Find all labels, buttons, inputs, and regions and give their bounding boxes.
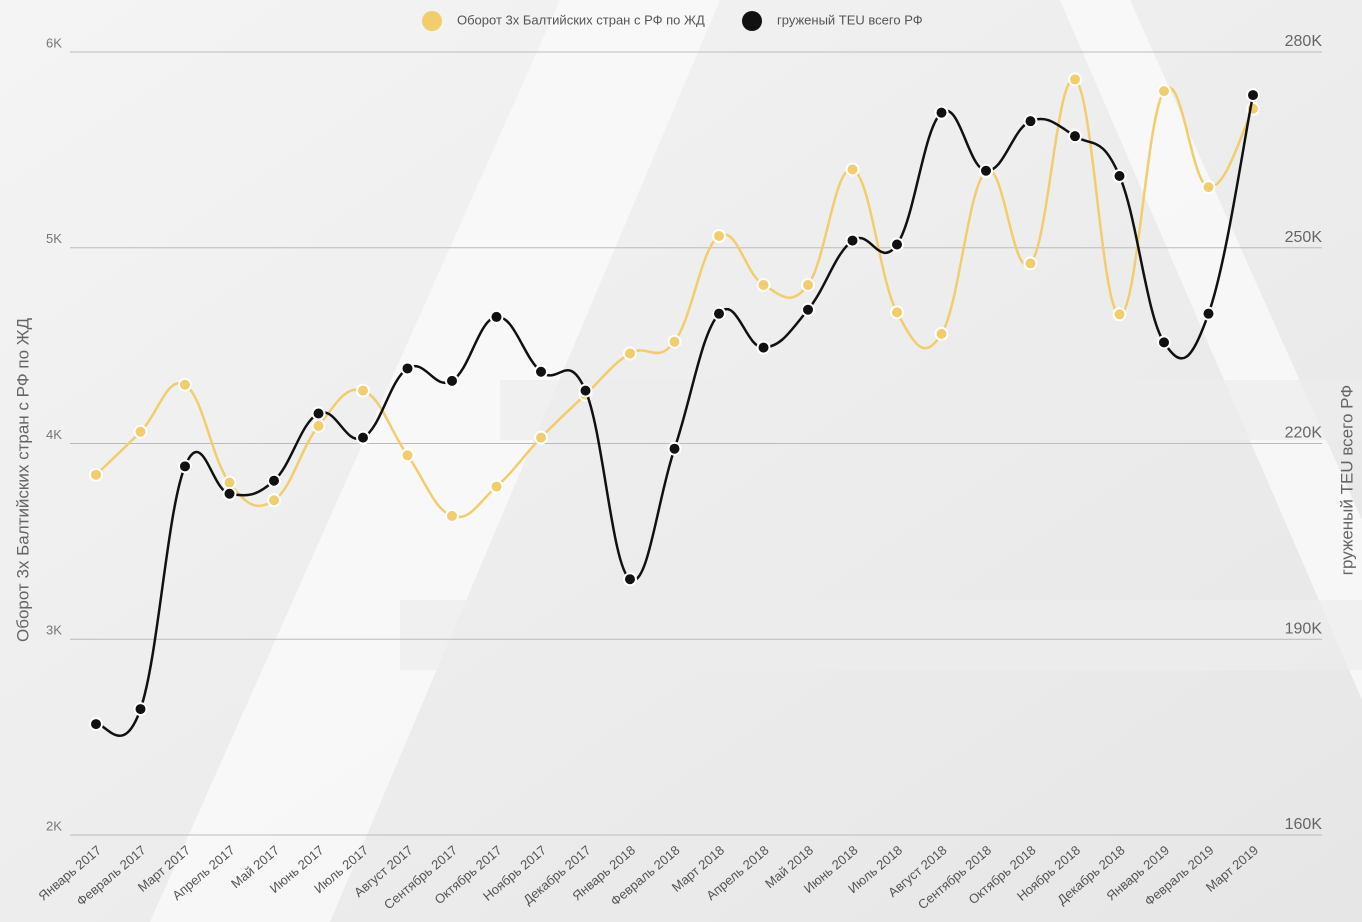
legend-label: Оборот 3х Балтийских стран с РФ по ЖД (457, 12, 705, 27)
data-point (89, 717, 103, 732)
y2-tick-label: 220K (1285, 425, 1323, 442)
data-point (311, 418, 326, 433)
y2-tick-label: 160K (1285, 816, 1323, 833)
data-point (979, 163, 993, 178)
data-point (267, 473, 281, 488)
data-point (222, 486, 237, 501)
y-tick-label: 4K (46, 427, 62, 442)
data-point (1112, 307, 1127, 322)
data-point (445, 373, 459, 388)
data-point (712, 229, 726, 244)
y2-tick-label: 250K (1285, 229, 1323, 246)
y2-tick-label: 280K (1285, 33, 1323, 50)
data-point (1201, 180, 1216, 195)
rail-left (150, 0, 720, 922)
y2-tick-label: 190K (1285, 620, 1323, 637)
data-point (667, 334, 682, 349)
data-point (400, 361, 415, 376)
data-point (1112, 168, 1127, 183)
y-tick-label: 3K (46, 623, 62, 638)
data-point (489, 479, 504, 494)
data-point (356, 383, 370, 398)
data-point (712, 306, 726, 321)
data-point (534, 430, 548, 445)
data-point (178, 459, 192, 474)
data-point (400, 448, 415, 463)
data-point (311, 406, 326, 421)
data-point (890, 305, 904, 320)
data-point (445, 508, 459, 523)
legend-marker (422, 11, 442, 31)
data-point (845, 233, 860, 248)
y-axis-title: Оборот 3х Балтийских стран с РФ по ЖД (13, 318, 32, 643)
data-point (667, 441, 682, 456)
y-tick-label: 2K (46, 818, 62, 833)
data-point (1068, 72, 1082, 87)
data-point (356, 430, 370, 445)
y-tick-label: 5K (46, 231, 62, 246)
data-point (890, 237, 904, 252)
data-point (89, 467, 103, 482)
data-point (1157, 84, 1171, 99)
rail-right (1060, 0, 1362, 700)
legend-marker (742, 11, 762, 31)
legend-label: груженый TEU всего РФ (777, 12, 923, 27)
sleeper (400, 600, 1362, 670)
data-point (1023, 256, 1038, 271)
data-point (1246, 88, 1260, 103)
y2-axis-title: груженый TEU всего РФ (1337, 385, 1356, 575)
data-point (267, 493, 281, 508)
sleeper (500, 380, 1362, 440)
data-point (756, 340, 771, 355)
data-point (801, 302, 815, 317)
data-point (756, 277, 771, 292)
data-point (801, 277, 815, 292)
data-point (623, 346, 637, 361)
data-point (578, 383, 593, 398)
data-point (623, 572, 637, 587)
data-point (1157, 335, 1171, 350)
sleepers (400, 380, 1362, 670)
data-point (534, 364, 548, 379)
data-point (934, 326, 949, 341)
data-point (133, 702, 148, 717)
data-point (133, 424, 148, 439)
y-tick-label: 6K (46, 35, 62, 50)
data-point (1068, 129, 1082, 144)
data-point (934, 105, 949, 120)
data-point (1201, 306, 1216, 321)
data-point (1023, 114, 1038, 129)
data-point (178, 377, 192, 392)
data-point (489, 309, 504, 324)
data-point (845, 162, 860, 177)
